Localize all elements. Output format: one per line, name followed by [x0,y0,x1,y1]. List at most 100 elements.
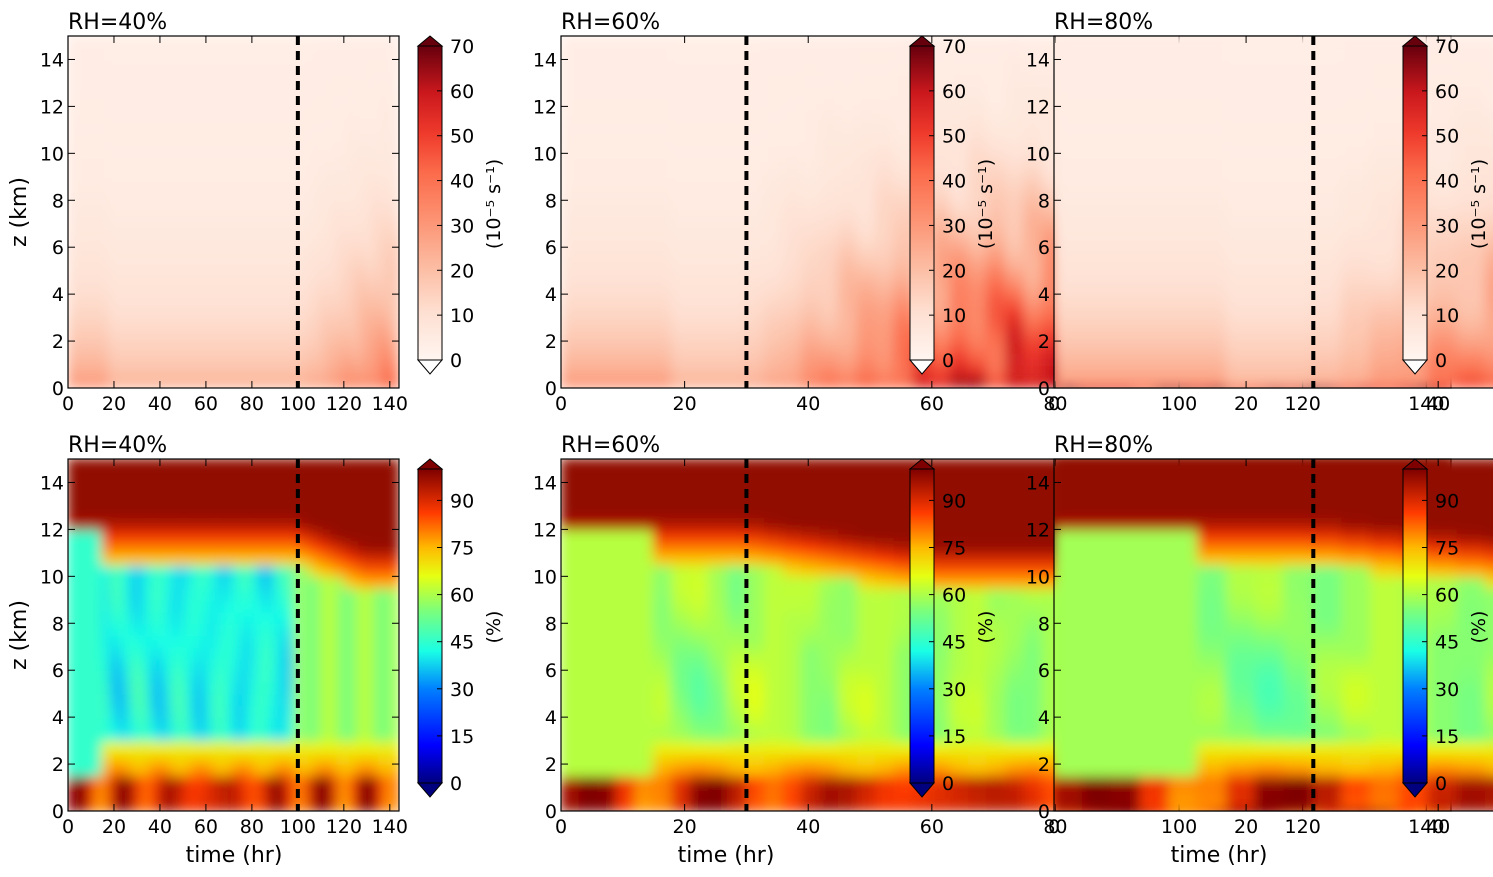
heatmap-cell [101,481,111,496]
heatmap-cell [135,575,145,590]
heatmap-cell [204,105,214,120]
y-tick-label: 10 [533,143,557,165]
heatmap-cell [967,199,989,213]
heatmap-cell [253,375,263,388]
heatmap-cell [634,363,655,378]
heatmap-cell [356,234,366,249]
heatmap-cell [1139,117,1171,131]
heatmap-cell [1005,269,1026,284]
heatmap-cell [239,328,249,343]
heatmap-cell [1054,93,1084,108]
heatmap-cell [838,105,859,120]
heatmap-cell [356,93,366,108]
heatmap-cell [122,164,132,178]
heatmap-cell [68,528,76,543]
heatmap-cell [287,93,297,108]
heatmap-cell [87,152,97,167]
heatmap-cell [349,187,359,202]
heatmap-cell [671,128,692,143]
heatmap-cell [191,128,201,143]
heatmap-cell [280,36,290,49]
heatmap-cell [370,175,380,190]
heatmap-cell [191,328,201,343]
heatmap-cell [68,692,76,707]
heatmap-cell [726,93,748,108]
heatmap-cell [191,152,201,167]
heatmap-cell [149,469,159,484]
heatmap-cell [384,351,394,366]
heatmap-cell [1225,328,1257,343]
heatmap-cell [280,81,290,96]
heatmap-cell [597,269,618,284]
heatmap-cell [225,152,235,167]
heatmap-cell [671,304,692,319]
heatmap-cell [1081,363,1113,378]
heatmap-cell [163,234,173,249]
heatmap-cell [308,211,318,225]
heatmap-cell [652,187,674,202]
heatmap-cell [335,58,345,73]
heatmap-cell [1005,246,1026,260]
heatmap-cell [801,351,822,366]
heatmap-cell [967,375,989,388]
heatmap-cell [391,304,399,319]
heatmap-cell [73,751,83,766]
heatmap-cell [108,763,118,777]
heatmap-cell [218,36,228,49]
heatmap-cell [308,58,318,73]
heatmap-cell [356,46,366,61]
heatmap-cell [578,58,600,73]
heatmap-cell [349,140,359,155]
heatmap-cell [122,222,132,237]
heatmap-cell [377,340,387,354]
heatmap-cell [671,269,692,284]
heatmap-cell [1197,164,1228,178]
heatmap-cell [156,363,166,378]
heatmap-cell [122,704,132,719]
heatmap-cell [1485,93,1493,108]
heatmap-cell [1197,222,1228,237]
heatmap-cell [370,128,380,143]
heatmap-cell [115,751,125,766]
heatmap-cell [391,211,399,225]
heatmap-cell [246,351,256,366]
heatmap-cell [726,211,748,225]
heatmap-cell [1225,281,1257,296]
heatmap-cell [108,598,118,613]
heatmap-cell [142,634,152,648]
heatmap-cell [377,351,387,366]
heatmap-cell [68,763,76,777]
heatmap-cell [101,246,111,260]
heatmap-cell [73,36,83,49]
heatmap-cell [597,293,618,307]
heatmap-cell [349,234,359,249]
heatmap-cell [218,351,228,366]
heatmap-cell [986,316,1007,331]
heatmap-cell [239,93,249,108]
heatmap-cell [1341,304,1372,319]
heatmap-cell [356,152,366,167]
heatmap-cell [1456,246,1488,260]
heatmap-cell [142,622,152,636]
heatmap-cell [315,293,325,307]
heatmap-cell [1168,199,1200,213]
heatmap-cell [342,316,352,331]
heatmap-cell [94,281,104,296]
heatmap-cell [1139,281,1171,296]
heatmap-cell [204,269,214,284]
heatmap-cell [87,528,97,543]
heatmap-cell [1168,93,1200,108]
x-tick-label: 40 [796,393,820,415]
heatmap-cell [561,316,581,331]
heatmap-cell [315,128,325,143]
heatmap-cell [578,36,600,49]
heatmap-cell [1110,340,1142,354]
heatmap-cell [1283,351,1315,366]
heatmap-cell [335,93,345,108]
heatmap-cell [801,152,822,167]
heatmap-cell [135,716,145,730]
heatmap-cell [308,117,318,131]
heatmap-cell [73,351,83,366]
heatmap-cell [1139,81,1171,96]
heatmap-cell [273,281,283,296]
